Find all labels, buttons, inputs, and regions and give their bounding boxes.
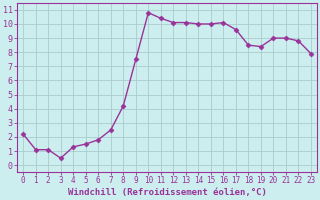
X-axis label: Windchill (Refroidissement éolien,°C): Windchill (Refroidissement éolien,°C) <box>68 188 267 197</box>
